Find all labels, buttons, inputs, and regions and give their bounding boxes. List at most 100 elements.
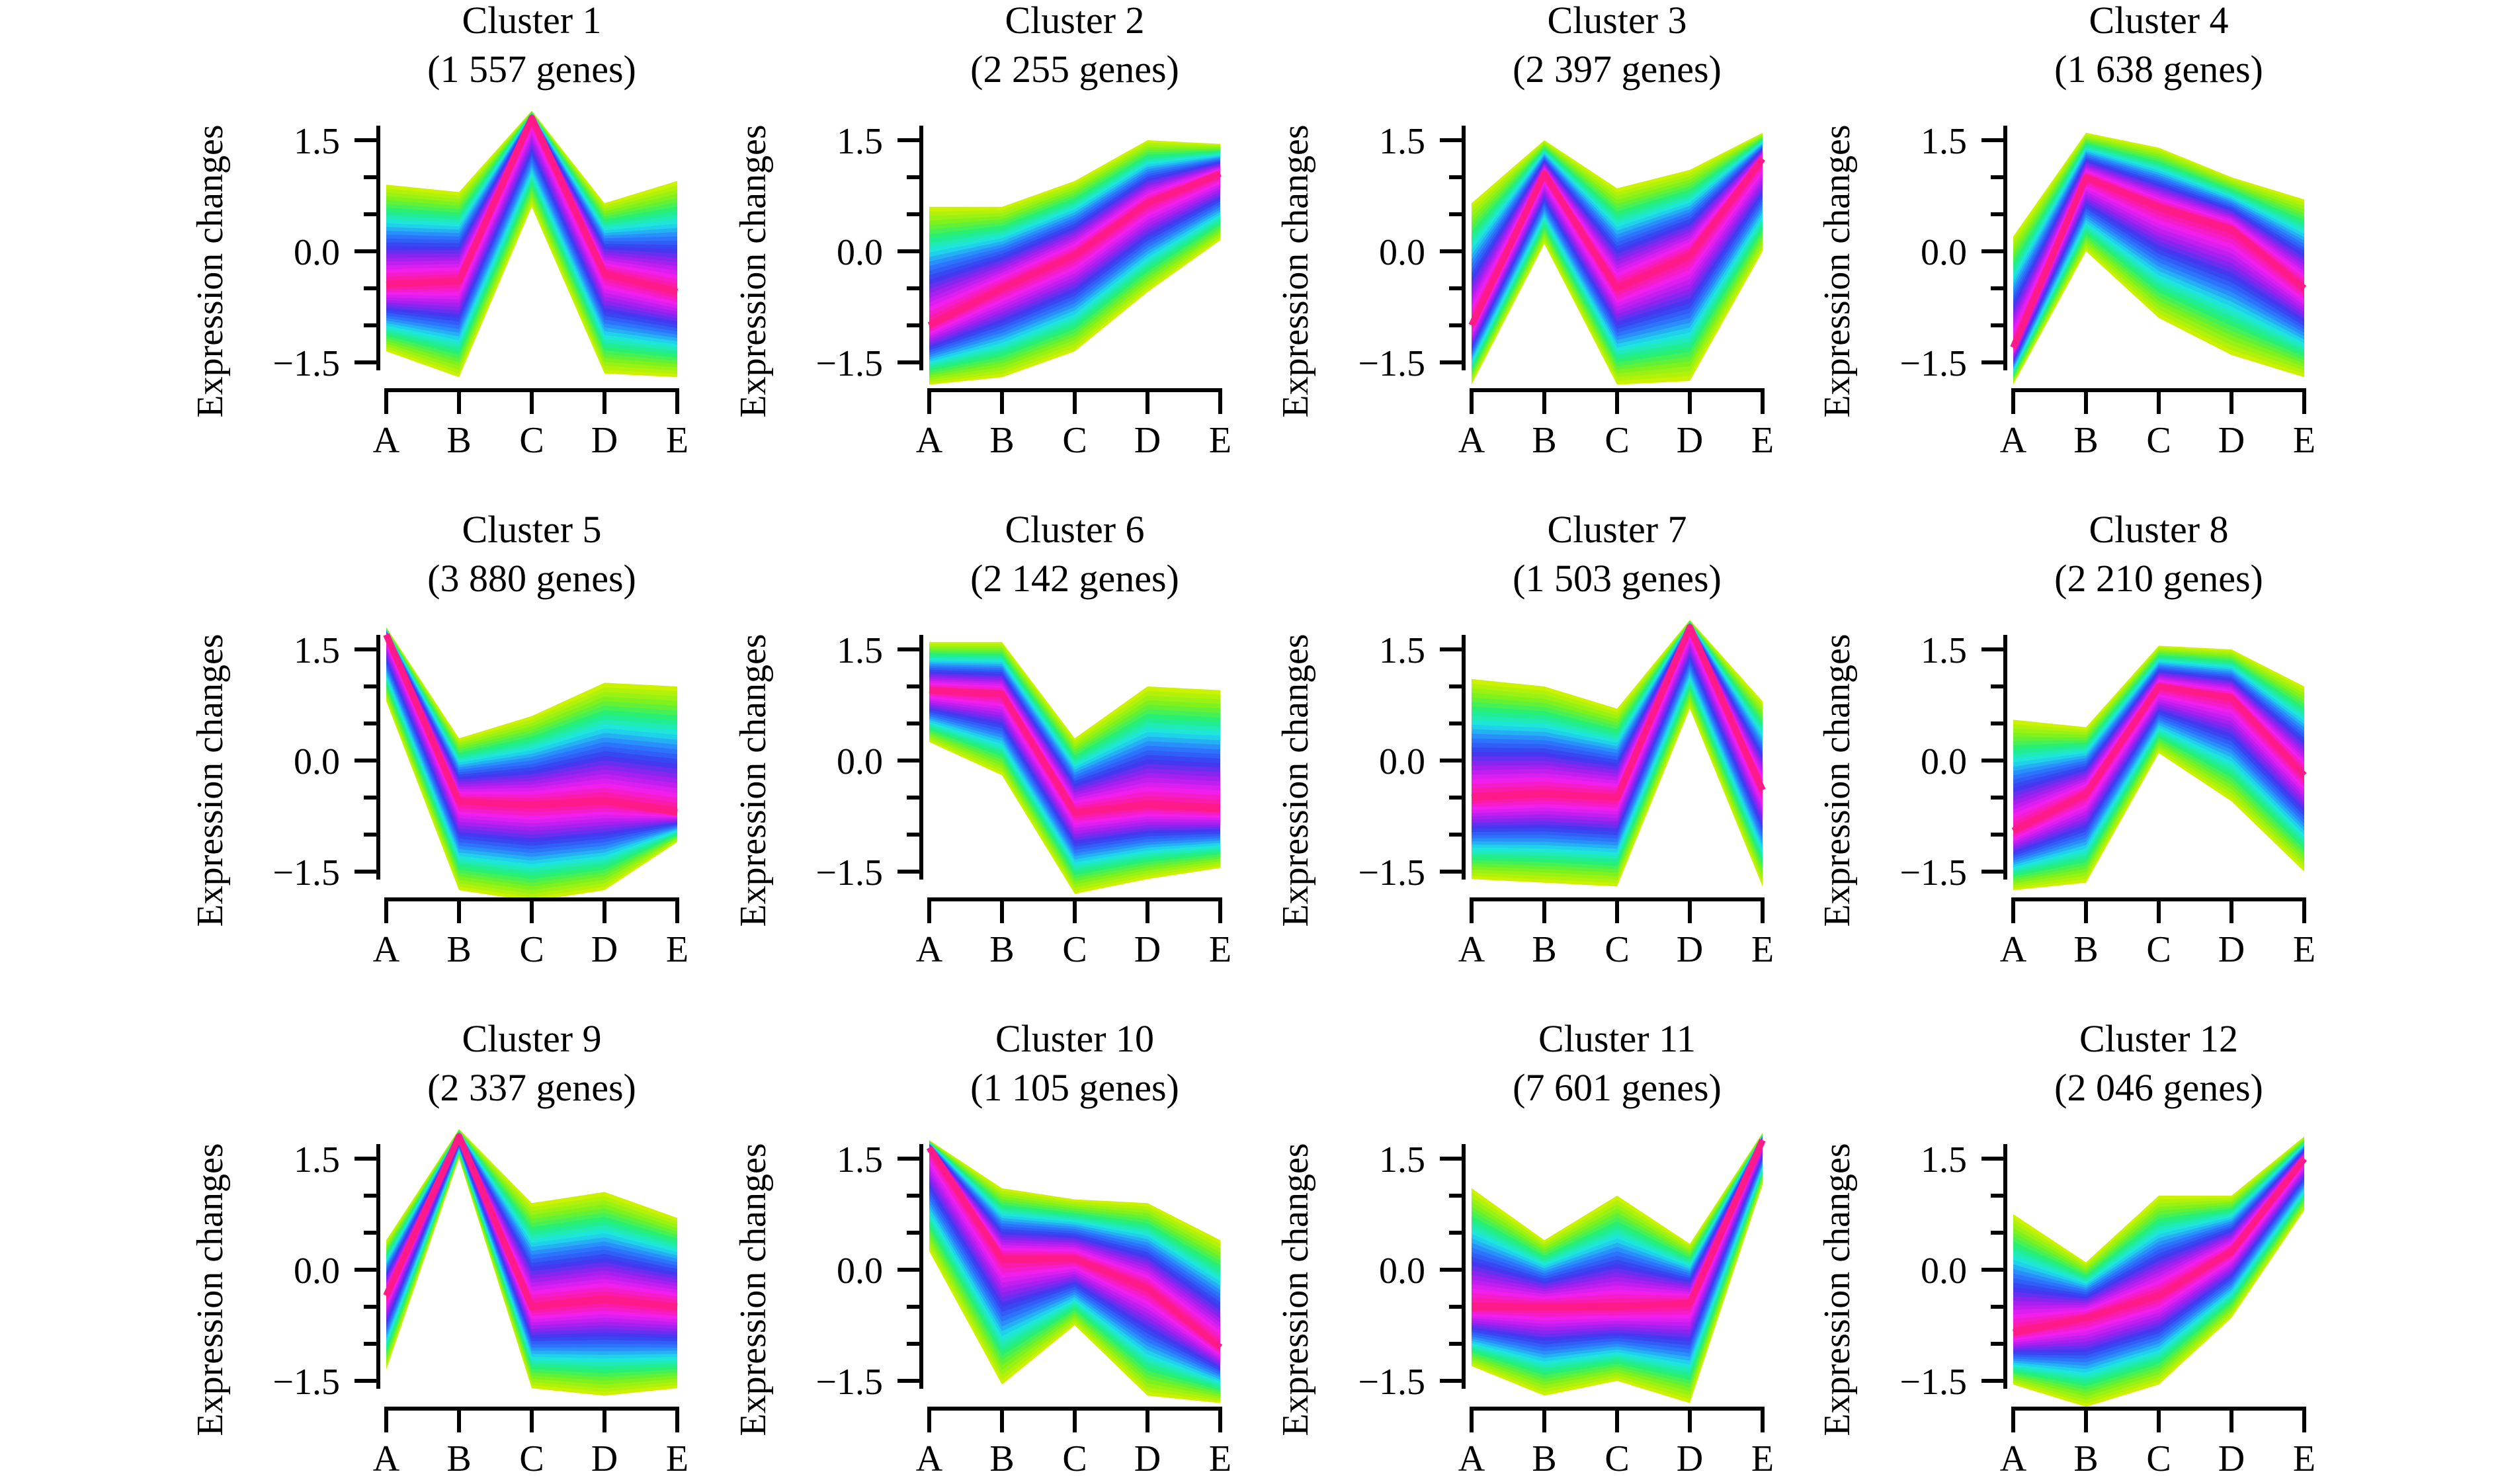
y-tick-label: 1.5 (1921, 1139, 1967, 1180)
cluster-centroid-line (1468, 156, 1765, 327)
x-tick-label: C (519, 420, 544, 461)
cluster-centroid-line (1471, 624, 1766, 801)
x-tick-label: E (666, 929, 688, 970)
panel-title: Cluster 12 (2079, 1017, 2238, 1060)
x-tick-label: B (446, 420, 471, 461)
y-tick-label: 1.5 (837, 121, 883, 162)
panel-subtitle: (2 255 genes) (970, 48, 1179, 91)
x-tick-label: D (591, 929, 618, 970)
y-tick-label: −1.5 (815, 1362, 883, 1403)
expression-band (929, 682, 1220, 825)
expression-bands (386, 110, 677, 378)
x-tick-label: E (1209, 420, 1231, 461)
y-tick-label: 1.5 (294, 1139, 340, 1180)
cluster-centroid-line (2011, 683, 2307, 834)
panel-subtitle: (2 142 genes) (970, 557, 1179, 600)
x-tick-label: C (519, 929, 544, 970)
panel-subtitle: (2 210 genes) (2054, 557, 2263, 600)
y-axis-label: Expression changes (1817, 1143, 1858, 1436)
x-tick-label: A (2000, 420, 2027, 461)
cluster-panel-11: Cluster 11 (7 601 genes) Expression change… (1275, 1017, 1774, 1479)
cluster-panel-6: Cluster 6 (2 142 genes) Expression changes… (733, 508, 1231, 970)
y-tick-label: 0.0 (837, 232, 883, 273)
cluster-centroid-line (383, 1133, 678, 1310)
panel-subtitle: (7 601 genes) (1513, 1066, 1722, 1109)
y-tick-label: 0.0 (1379, 741, 1425, 782)
y-axis-label: Expression changes (1817, 124, 1858, 417)
x-tick-label: B (2073, 929, 2098, 970)
expression-band (929, 688, 1220, 816)
panel-title: Cluster 8 (2089, 508, 2228, 551)
cluster-panel-2: Cluster 2 (2 255 genes) Expression changes… (733, 0, 1231, 461)
x-tick-label: D (591, 420, 618, 461)
panel-title: Cluster 2 (1005, 0, 1144, 42)
panel-subtitle: (2 337 genes) (427, 1066, 636, 1109)
x-tick-label: A (916, 1438, 943, 1479)
y-tick-label: −1.5 (272, 343, 340, 384)
y-axis-label: Expression changes (1275, 1143, 1316, 1436)
y-tick-label: 0.0 (1921, 232, 1967, 273)
x-tick-label: C (1062, 1438, 1087, 1479)
x-tick-label: D (591, 1438, 618, 1479)
expression-band (2013, 1151, 2304, 1351)
panel-title: Cluster 1 (462, 0, 601, 42)
panel-title: Cluster 6 (1005, 508, 1144, 551)
y-tick-label: −1.5 (272, 852, 340, 893)
cluster-panel-3: Cluster 3 (2 397 genes) Expression changes… (1275, 0, 1774, 461)
y-tick-label: −1.5 (272, 1362, 340, 1403)
y-tick-label: −1.5 (815, 343, 883, 384)
expression-bands (929, 641, 1220, 894)
cluster-panel-8: Cluster 8 (2 210 genes) Expression changes… (1817, 508, 2315, 970)
cluster-centroid-line (929, 686, 1221, 816)
expression-band (1472, 157, 1763, 330)
x-tick-label: C (1062, 420, 1087, 461)
panel-subtitle: (2 046 genes) (2054, 1066, 2263, 1109)
y-tick-label: 0.0 (1921, 1251, 1967, 1292)
x-tick-label: B (446, 929, 471, 970)
y-axis-label: Expression changes (733, 634, 774, 927)
x-tick-label: D (1134, 929, 1161, 970)
y-tick-label: 1.5 (1379, 630, 1425, 671)
expression-band (1472, 1137, 1763, 1335)
expression-bands (2013, 132, 2304, 385)
y-tick-label: 0.0 (837, 1251, 883, 1292)
expression-bands (1472, 1132, 1763, 1403)
y-axis-label: Expression changes (733, 1143, 774, 1436)
y-axis-label: Expression changes (733, 124, 774, 417)
y-axis-label: Expression changes (1275, 634, 1316, 927)
y-axis-label: Expression changes (1275, 124, 1316, 417)
x-tick-label: D (2218, 420, 2245, 461)
expression-band (929, 1146, 1220, 1354)
y-axis-label: Expression changes (190, 1143, 231, 1436)
x-tick-label: E (2293, 1438, 2315, 1479)
panel-title: Cluster 9 (462, 1017, 601, 1060)
y-tick-label: 1.5 (1921, 121, 1967, 162)
cluster-centroid-line (2013, 1156, 2307, 1337)
panel-subtitle: (3 880 genes) (427, 557, 636, 600)
x-tick-label: B (446, 1438, 471, 1479)
panel-subtitle: (1 638 genes) (2054, 48, 2263, 91)
y-axis-label: Expression changes (1817, 634, 1858, 927)
panel-title: Cluster 3 (1547, 0, 1687, 42)
cluster-panel-5: Cluster 5 (3 880 genes) Expression changes… (190, 508, 688, 970)
x-tick-label: B (1532, 1438, 1556, 1479)
y-tick-label: −1.5 (1899, 343, 1967, 384)
expression-bands (1472, 132, 1763, 385)
y-tick-label: −1.5 (1358, 852, 1425, 893)
expression-band (2013, 161, 2304, 360)
x-tick-label: A (916, 420, 943, 461)
y-tick-label: −1.5 (1358, 1362, 1425, 1403)
expression-band (929, 1146, 1220, 1356)
cluster-centroid-line (383, 633, 678, 816)
y-tick-label: −1.5 (1899, 852, 1967, 893)
cluster-panel-7: Cluster 7 (1 503 genes) Expression changes… (1275, 508, 1774, 970)
x-tick-label: A (373, 1438, 400, 1479)
cluster-panel-9: Cluster 9 (2 337 genes) Expression changes… (190, 1017, 688, 1479)
y-tick-label: 0.0 (1379, 232, 1425, 273)
y-tick-label: −1.5 (1358, 343, 1425, 384)
y-tick-label: 1.5 (294, 630, 340, 671)
panel-subtitle: (1 503 genes) (1513, 557, 1722, 600)
panel-subtitle: (2 397 genes) (1513, 48, 1722, 91)
expression-band (386, 634, 677, 816)
x-tick-label: E (1751, 929, 1774, 970)
